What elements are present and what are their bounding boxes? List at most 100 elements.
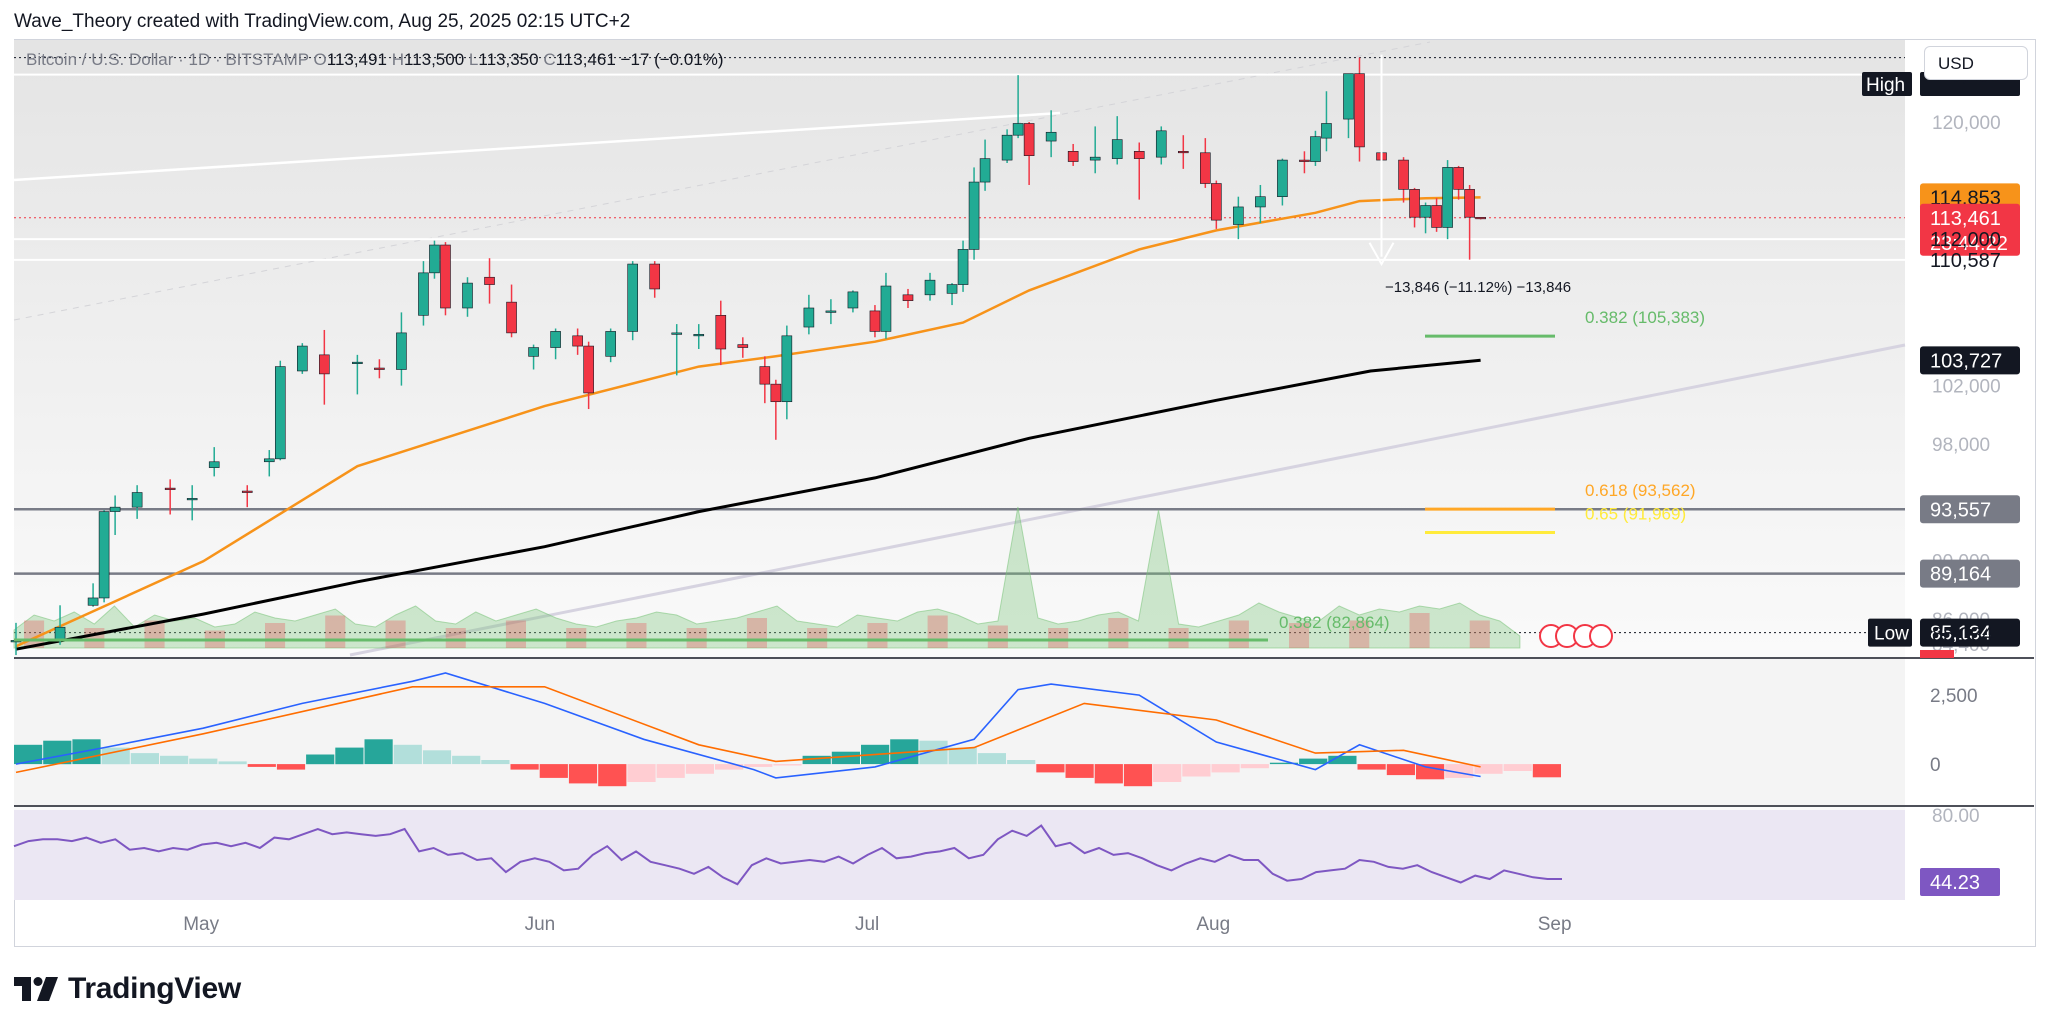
- volume-bar-down: [1048, 628, 1069, 648]
- candle-body: [803, 307, 815, 328]
- volume-bar-down: [686, 628, 707, 648]
- macd-histogram-bar: [1094, 764, 1123, 784]
- price-tick-label: 120,000: [1932, 113, 2001, 134]
- candle-body: [605, 331, 616, 357]
- candle-body: [583, 345, 594, 394]
- macd-histogram-bar: [1123, 764, 1153, 787]
- candle-body: [1111, 139, 1123, 159]
- candle-body: [396, 332, 407, 370]
- fib-0618-label: 0.618 (93,562): [1585, 481, 1696, 500]
- volume-bar-down: [867, 623, 888, 648]
- macd-histogram-bar: [422, 750, 452, 765]
- candle-body: [737, 344, 749, 348]
- candle-body: [1310, 136, 1321, 162]
- macd-tick-label: 0: [1930, 755, 1941, 776]
- level-a-label-bg: [1920, 495, 2020, 524]
- macd-histogram-bar: [160, 755, 189, 765]
- brand-name: TradingView: [68, 972, 241, 1005]
- candle-body: [1133, 150, 1145, 159]
- candle-body: [979, 158, 991, 183]
- low-tag-bg: [1868, 618, 1912, 647]
- macd-histogram-bar: [101, 747, 130, 765]
- volume-bar-down: [1228, 620, 1249, 648]
- candle-body: [1045, 131, 1057, 142]
- channel-trendline: [13, 111, 1061, 182]
- macd-histogram-bar: [247, 764, 276, 767]
- fib-0382-lower-label: 0.382 (82,864): [1279, 613, 1390, 632]
- macd-histogram-bar: [598, 764, 627, 787]
- candle-body: [297, 345, 308, 372]
- candle-body: [550, 331, 561, 348]
- candle-body: [781, 335, 793, 403]
- macd-line: [15, 672, 1481, 779]
- candle-body: [1177, 150, 1189, 154]
- measure-arrow-head: [1368, 242, 1395, 267]
- macd-histogram-bar: [1036, 764, 1065, 773]
- macd-histogram-bar: [539, 764, 568, 778]
- candle-body: [1277, 159, 1288, 197]
- macd-histogram-bar: [1474, 764, 1503, 774]
- volume-bar-down: [385, 620, 406, 648]
- volume-scale-marker: [1920, 650, 1954, 658]
- close-label: C: [543, 50, 556, 69]
- macd-histogram-bar: [510, 764, 539, 770]
- high-tag-label: High: [1866, 75, 1905, 96]
- candle-body: [1409, 189, 1420, 218]
- volume-bar-down: [807, 628, 828, 648]
- volume-bar-down: [746, 618, 767, 648]
- candle-body: [164, 487, 176, 490]
- currency-button[interactable]: USD: [1924, 46, 2028, 80]
- ema200-line: [15, 358, 1481, 651]
- x-axis-month-label: Sep: [1538, 914, 1572, 935]
- low-value-label: 85,134: [1930, 623, 1991, 645]
- rsi-line: [13, 824, 1562, 886]
- macd-histogram-bar: [568, 764, 598, 784]
- candle-body: [957, 249, 969, 285]
- macd-histogram-bar: [43, 740, 72, 765]
- candle-body: [131, 492, 143, 508]
- macd-histogram-bar: [218, 761, 247, 765]
- rsi-value-bg: [1920, 868, 2000, 896]
- candle-body: [241, 490, 253, 493]
- macd-histogram-bar: [948, 747, 977, 765]
- low-value-label-bg: [1920, 618, 2020, 647]
- candle-body: [869, 310, 881, 332]
- volume-bar-down: [927, 615, 948, 648]
- level-a-label: 93,557: [1930, 499, 1991, 521]
- candle-body: [1299, 159, 1310, 162]
- tradingview-logo-icon: [14, 977, 58, 1001]
- price-pane-background: [14, 40, 1905, 658]
- macd-histogram-bar: [656, 764, 685, 778]
- candle-body: [968, 181, 980, 250]
- symbol-description: Bitcoin / U.S. Dollar · 1D · BITSTAMP: [26, 50, 309, 69]
- candle-body: [880, 285, 892, 332]
- us-flag-icon[interactable]: [1589, 624, 1613, 648]
- ema200-value-label: 103,727: [1930, 350, 2002, 372]
- candle-body: [319, 354, 330, 375]
- macd-histogram-bar: [1240, 764, 1269, 769]
- macd-histogram-bar: [393, 744, 422, 765]
- candle-body: [1475, 217, 1486, 220]
- fib-0382-upper-label: 0.382 (105,383): [1585, 308, 1705, 327]
- candle-body: [274, 366, 286, 460]
- candle-body: [693, 334, 705, 337]
- macd-histogram-bar: [773, 764, 802, 766]
- candle-body: [1354, 73, 1365, 148]
- low-value: 113,350: [478, 50, 539, 69]
- macd-histogram-bar: [1328, 755, 1357, 765]
- candle-body: [825, 310, 837, 313]
- macd-histogram-bar: [481, 760, 510, 765]
- candle-body: [1067, 150, 1079, 162]
- candle-body: [902, 294, 914, 301]
- macd-histogram-bar: [1269, 762, 1299, 765]
- candle-body: [54, 626, 66, 641]
- volume-bar-down: [566, 628, 587, 648]
- countdown-label: 23:44:22: [1930, 233, 2008, 255]
- volume-bar-down: [325, 615, 346, 648]
- close-value: 113,461: [555, 50, 616, 69]
- volume-bar-down: [626, 623, 647, 648]
- rising-trendline: [349, 343, 1906, 657]
- volume-bar-down: [1469, 620, 1490, 648]
- macd-histogram-bar: [1386, 764, 1415, 776]
